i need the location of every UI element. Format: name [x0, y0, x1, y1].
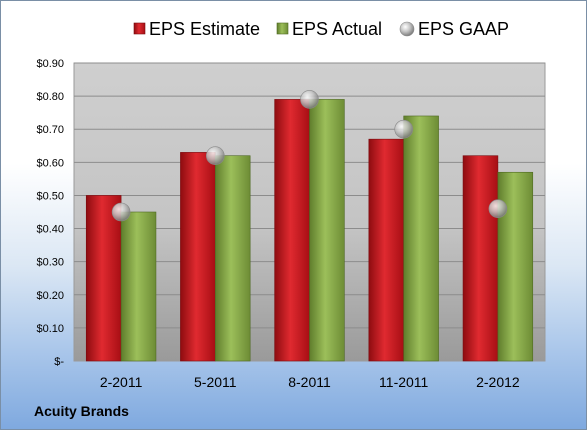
y-tick-label: $0.70 — [36, 124, 64, 136]
eps-actual-bar — [215, 155, 251, 362]
eps-gaap-marker — [111, 202, 131, 222]
eps-actual-bar — [497, 171, 534, 362]
y-axis-ticks: $- $0.10 $0.20 $0.30 $0.40 $0.50 $0.60 $0.70 $0.… — [36, 58, 64, 368]
legend-eps-actual: EPS Actual — [276, 19, 382, 39]
legend-label: EPS Estimate — [149, 19, 260, 39]
legend-label: EPS Actual — [292, 19, 382, 39]
y-tick-label: $0.50 — [36, 190, 64, 202]
eps-estimate-bar — [85, 195, 122, 362]
y-tick-label: $0.80 — [36, 91, 64, 103]
x-tick-label: 5-2011 — [194, 374, 237, 390]
legend: EPS Estimate EPS Actual EPS GAAP — [133, 19, 509, 39]
y-tick-label: $0.40 — [36, 224, 64, 236]
eps-gaap-marker — [488, 199, 508, 218]
bars — [85, 99, 534, 362]
y-tick-label: $0.30 — [36, 257, 64, 269]
eps-actual-bar — [120, 211, 157, 362]
eps-gaap-marker — [394, 119, 414, 139]
y-tick-label: $0.10 — [36, 323, 64, 335]
x-tick-label: 11-2011 — [379, 374, 429, 390]
eps-gaap-marker — [300, 90, 319, 109]
x-tick-label: 2-2011 — [100, 374, 143, 390]
legend-label: EPS GAAP — [418, 19, 509, 39]
y-tick-label: $0.20 — [36, 290, 64, 302]
legend-eps-gaap: EPS GAAP — [399, 19, 509, 39]
legend-swatch — [276, 22, 289, 35]
eps-estimate-bar — [462, 155, 499, 362]
y-tick-label: $0.60 — [36, 157, 64, 169]
eps-estimate-bar — [368, 138, 405, 362]
eps-estimate-bar — [274, 99, 310, 362]
x-axis-labels: 2-2011 5-2011 8-2011 11-2011 2-2012 — [100, 374, 520, 390]
eps-actual-bar — [403, 115, 439, 362]
x-tick-label: 8-2011 — [288, 374, 331, 390]
company-name: Acuity Brands — [34, 403, 129, 419]
eps-gaap-marker — [206, 146, 225, 166]
y-tick-label: $- — [54, 356, 64, 368]
y-tick-label: $0.90 — [36, 58, 64, 70]
legend-swatch — [399, 21, 415, 37]
gaap-markers — [111, 90, 508, 222]
eps-estimate-bar — [180, 152, 216, 362]
legend-swatch — [133, 22, 146, 35]
eps-actual-bar — [309, 99, 345, 362]
x-tick-label: 2-2012 — [476, 374, 520, 390]
legend-eps-estimate: EPS Estimate — [133, 19, 260, 39]
